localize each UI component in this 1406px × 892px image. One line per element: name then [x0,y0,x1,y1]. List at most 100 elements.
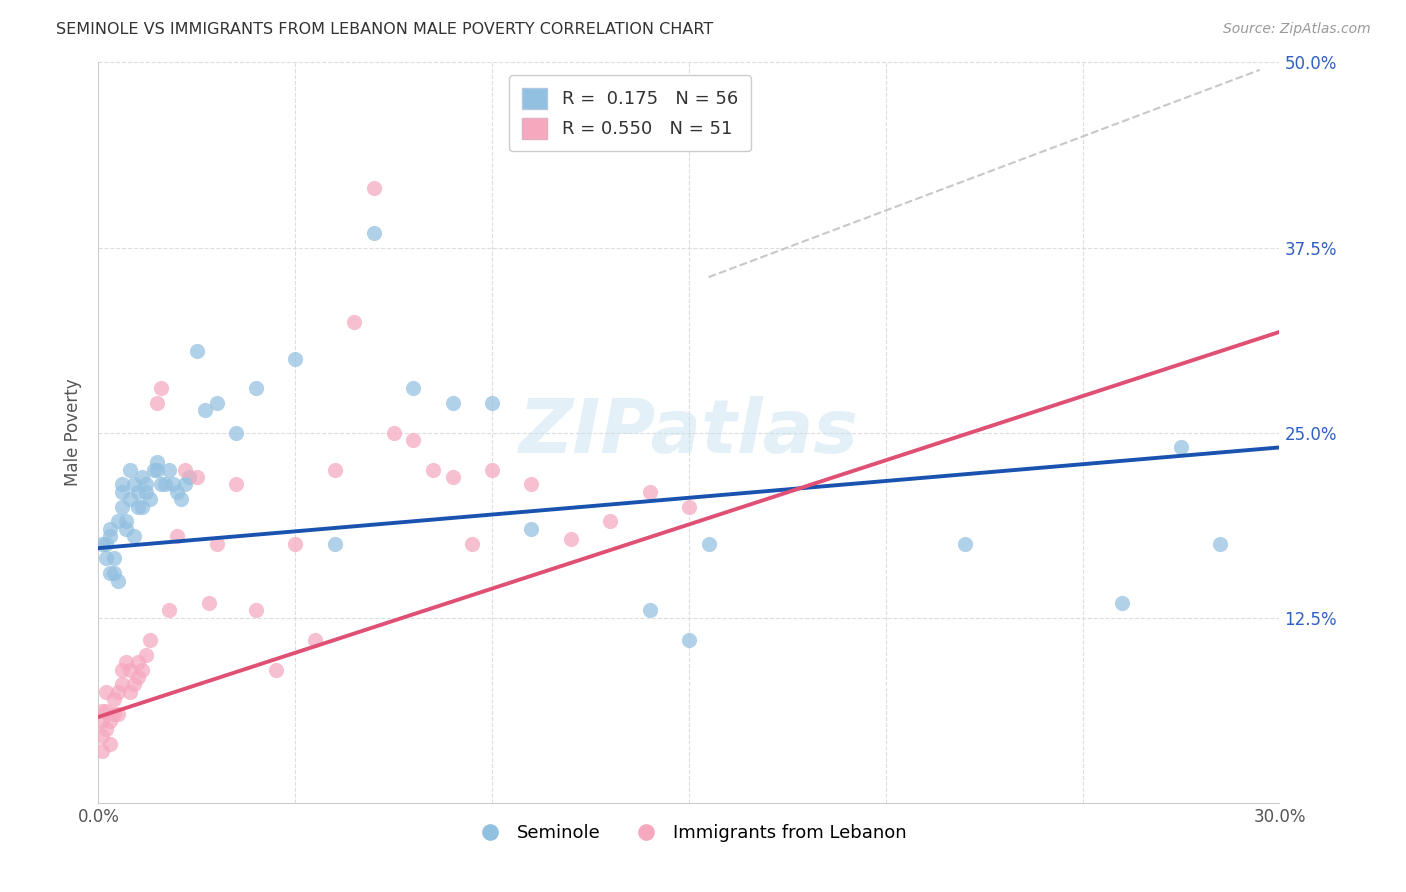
Point [138,632,160,647]
Point [520,477,543,491]
Point [284,351,307,366]
Point [135,648,157,662]
Point [91,536,114,550]
Point [96,685,118,699]
Point [166,529,188,543]
Point [127,484,149,499]
Point [146,396,169,410]
Point [115,522,138,536]
Point [402,433,425,447]
Point [284,536,307,550]
Point [197,596,219,610]
Point [264,663,287,677]
Point [131,470,153,484]
Point [157,462,180,476]
Point [422,462,444,476]
Point [194,403,217,417]
Point [323,462,346,476]
Point [599,515,621,529]
Point [441,470,464,484]
Point [122,529,145,543]
Point [111,663,134,677]
Point [186,344,208,359]
Point [166,484,188,499]
Point [162,477,184,491]
Point [245,603,267,617]
Point [461,536,484,550]
Point [115,515,138,529]
Point [245,381,267,395]
Point [205,396,228,410]
Text: ZIPatlas: ZIPatlas [519,396,859,469]
Point [146,455,169,469]
Text: Source: ZipAtlas.com: Source: ZipAtlas.com [1223,22,1371,37]
Point [481,396,503,410]
Point [150,477,173,491]
Point [122,677,145,691]
Point [131,500,153,514]
Point [111,484,134,499]
Point [142,462,165,476]
Point [1111,596,1133,610]
Point [135,477,157,491]
Point [91,729,114,743]
Point [118,685,141,699]
Point [638,603,661,617]
Point [91,714,114,729]
Point [122,477,145,491]
Point [103,706,125,721]
Point [678,500,700,514]
Point [177,470,200,484]
Point [150,381,173,395]
Point [98,714,121,729]
Point [678,632,700,647]
Point [135,484,157,499]
Point [560,533,582,547]
Point [127,655,149,669]
Point [343,314,366,328]
Text: SEMINOLE VS IMMIGRANTS FROM LEBANON MALE POVERTY CORRELATION CHART: SEMINOLE VS IMMIGRANTS FROM LEBANON MALE… [56,22,713,37]
Point [111,477,134,491]
Point [118,462,141,476]
Point [107,515,129,529]
Point [98,737,121,751]
Point [127,500,149,514]
Point [118,663,141,677]
Point [953,536,976,550]
Point [205,536,228,550]
Point [481,462,503,476]
Point [1209,536,1232,550]
Point [363,181,385,195]
Point [96,536,118,550]
Point [91,704,114,718]
Point [323,536,346,550]
Point [96,704,118,718]
Point [107,685,129,699]
Point [697,536,720,550]
Point [91,744,114,758]
Point [107,706,129,721]
Point [107,574,129,588]
Point [155,477,177,491]
Point [98,529,121,543]
Point [115,655,138,669]
Point [363,226,385,240]
Point [111,677,134,691]
Point [103,566,125,581]
Point [131,663,153,677]
Point [441,396,464,410]
Point [382,425,405,440]
Point [174,462,197,476]
Point [174,477,197,491]
Point [1170,441,1192,455]
Point [127,670,149,684]
Point [186,470,208,484]
Point [170,492,193,507]
Point [225,425,247,440]
Point [146,462,169,476]
Point [103,692,125,706]
Point [520,522,543,536]
Point [638,484,661,499]
Point [118,492,141,507]
Point [96,722,118,736]
